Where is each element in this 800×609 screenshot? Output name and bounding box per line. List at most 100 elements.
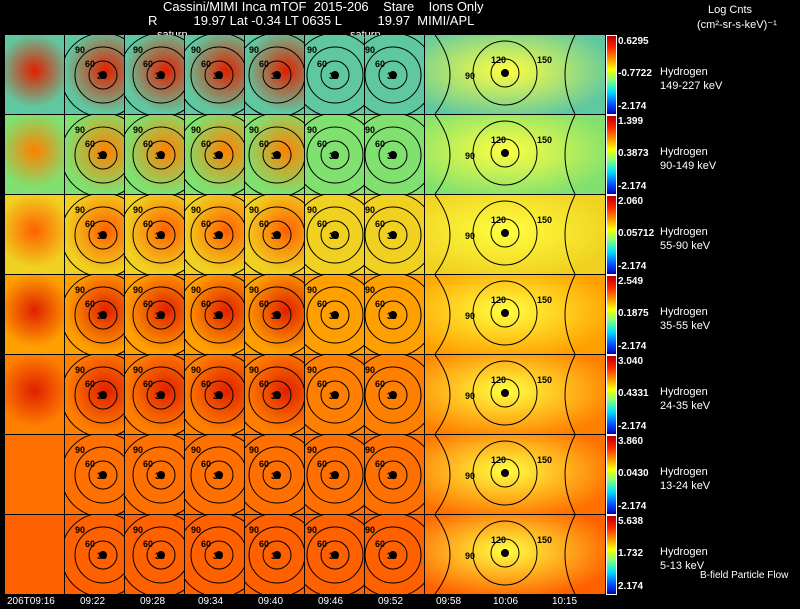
energy-label: 90-149 keV [660, 160, 717, 172]
contour-label: 60 [375, 379, 386, 389]
contour-label: 30 [97, 71, 108, 81]
energy-label: 13-24 keV [660, 480, 711, 492]
image-panel: 30 60 90 [125, 195, 184, 274]
contour-lines [125, 355, 184, 434]
time-label: 09:28 [140, 596, 166, 607]
contour-label: 150 [537, 535, 553, 545]
energy-label: 24-35 keV [660, 400, 711, 412]
contour-label: 90 [465, 71, 476, 81]
energy-label: 55-90 keV [660, 240, 711, 252]
contour-label: 30 [213, 71, 224, 81]
contour-label: 60 [85, 59, 96, 69]
contour-lines [305, 355, 364, 434]
species-label: Hydrogen [660, 546, 708, 558]
contour-label: 30 [213, 151, 224, 161]
contour-lines [245, 515, 304, 594]
colorbar-min: -2.174 [618, 181, 647, 192]
contour-label: 30 [271, 311, 282, 321]
contour-lines [365, 115, 424, 194]
contour-label: 60 [317, 139, 328, 149]
saturn-dot [331, 391, 339, 399]
contour-label: 60 [259, 459, 270, 469]
contour-label: 90 [249, 365, 260, 375]
contour-label: 60 [85, 219, 96, 229]
contour-label: 90 [75, 365, 86, 375]
contour-label: 30 [329, 391, 340, 401]
contour-label: 90 [75, 525, 86, 535]
contour-label: 90 [75, 445, 86, 455]
plot-subtitle: R 19.97 Lat -0.34 LT 0635 L 19.97 MIMI/A… [148, 13, 475, 28]
contour-label: 90 [191, 205, 202, 215]
contour-label: 90 [249, 125, 260, 135]
contour-label: 30 [271, 391, 282, 401]
contour-label: 60 [375, 459, 386, 469]
contour-label: 90 [365, 205, 376, 215]
colorbar-max: 2.549 [618, 276, 644, 287]
saturn-dot [215, 231, 223, 239]
contour-label: 60 [317, 299, 328, 309]
saturn-dot [273, 231, 281, 239]
image-panel: 30 60 90 [65, 195, 124, 274]
saturn-dot [331, 71, 339, 79]
contour-label: 60 [259, 539, 270, 549]
contour-label: 30 [271, 551, 282, 561]
saturn-dot [331, 471, 339, 479]
contour-label: 30 [213, 231, 224, 241]
contour-lines [365, 435, 424, 514]
contour-label: 30 [213, 471, 224, 481]
image-panel [5, 435, 64, 514]
image-panel [5, 355, 64, 434]
contour-label: 90 [465, 151, 476, 161]
contour-label: 60 [375, 219, 386, 229]
contour-label: 30 [329, 471, 340, 481]
contour-label: 90 [307, 285, 318, 295]
contour-label: 150 [537, 455, 553, 465]
species-label: Hydrogen [660, 226, 708, 238]
contour-label: 60 [259, 219, 270, 229]
contour-lines [125, 275, 184, 354]
energy-label: 149-227 keV [660, 80, 723, 92]
contour-label: 120 [491, 55, 507, 65]
image-panel: 30 60 90 [125, 435, 184, 514]
image-panel: 30 60 90 [365, 115, 424, 194]
colorbar-mid: 0.0430 [618, 468, 649, 479]
contour-label: 60 [259, 299, 270, 309]
contour-label: 30 [387, 151, 398, 161]
contour-label: 30 [329, 551, 340, 561]
contour-lines [185, 515, 244, 594]
contour-label: 60 [375, 59, 386, 69]
image-panel: 30 60 90 [305, 355, 364, 434]
contour-label: 30 [97, 471, 108, 481]
contour-label: 30 [213, 311, 224, 321]
contour-label: 30 [387, 71, 398, 81]
contour-label: 90 [465, 231, 476, 241]
contour-label: 90 [249, 45, 260, 55]
colorbar [606, 115, 617, 195]
contour-lines [65, 355, 124, 434]
image-panel: 30 60 90 [65, 355, 124, 434]
saturn-dot [157, 391, 165, 399]
contour-label: 120 [491, 455, 507, 465]
contour-label: 60 [143, 299, 154, 309]
contour-lines [65, 115, 124, 194]
image-panel: 30 60 90 [65, 515, 124, 594]
colorbar-max: 1.399 [618, 116, 644, 127]
contour-label: 30 [155, 471, 166, 481]
contour-label: 90 [133, 45, 144, 55]
image-panel: 30 60 90 [65, 115, 124, 194]
colorbar-mid: 1.732 [618, 548, 644, 559]
image-panel: 30 60 90 [185, 355, 244, 434]
contour-lines [365, 515, 424, 594]
contour-label: 150 [537, 215, 553, 225]
contour-lines [305, 435, 364, 514]
contour-label: 90 [365, 125, 376, 135]
saturn-dot [389, 311, 397, 319]
colorbar-min: -2.174 [618, 501, 647, 512]
saturn-dot [273, 471, 281, 479]
contour-label: 30 [155, 311, 166, 321]
contour-label: 30 [387, 231, 398, 241]
contour-label: 30 [97, 391, 108, 401]
image-panel: 30 60 90 [305, 115, 364, 194]
saturn-dot [273, 71, 281, 79]
contour-label: 90 [249, 285, 260, 295]
